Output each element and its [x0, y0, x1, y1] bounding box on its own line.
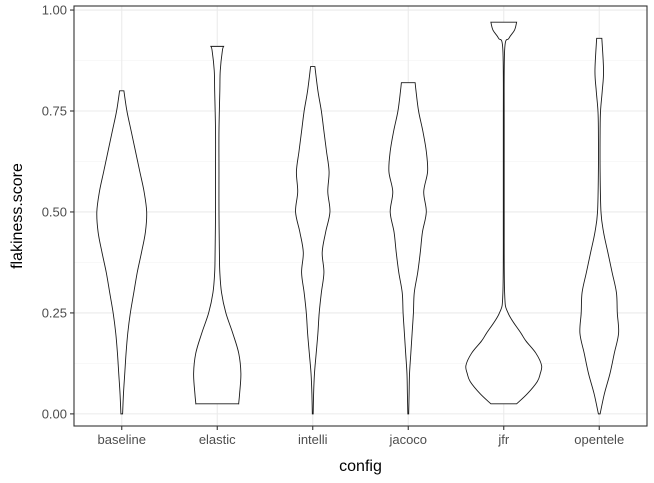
- y-axis-title: flakiness.score: [9, 163, 26, 269]
- x-tick-label-jfr: jfr: [497, 432, 510, 447]
- violin-baseline: [96, 90, 148, 415]
- y-tick-label: 0.50: [42, 204, 67, 219]
- violin-opentele: [579, 37, 620, 415]
- x-tick-label-intelli: intelli: [298, 432, 328, 447]
- x-tick-label-baseline: baseline: [98, 432, 146, 447]
- x-tick-label-jacoco: jacoco: [388, 432, 427, 447]
- violin-elastic: [193, 45, 242, 405]
- y-tick-label: 0.25: [42, 305, 67, 320]
- axes: 0.00 0.25 0.50 0.75 1.00 baseline elastic intel…: [42, 3, 625, 447]
- violin-intelli: [295, 66, 331, 415]
- panel-border: [73, 5, 648, 427]
- x-tick-label-opentele: opentele: [574, 432, 624, 447]
- y-tick-label: 0.75: [42, 104, 67, 119]
- violin-jacoco: [388, 82, 429, 415]
- x-tick-label-elastic: elastic: [199, 432, 236, 447]
- violin-jfr: [465, 21, 543, 405]
- violins: [96, 21, 620, 415]
- y-tick-label: 0.00: [42, 406, 67, 421]
- y-tick-label: 1.00: [42, 3, 67, 18]
- x-axis-title: config: [339, 458, 382, 475]
